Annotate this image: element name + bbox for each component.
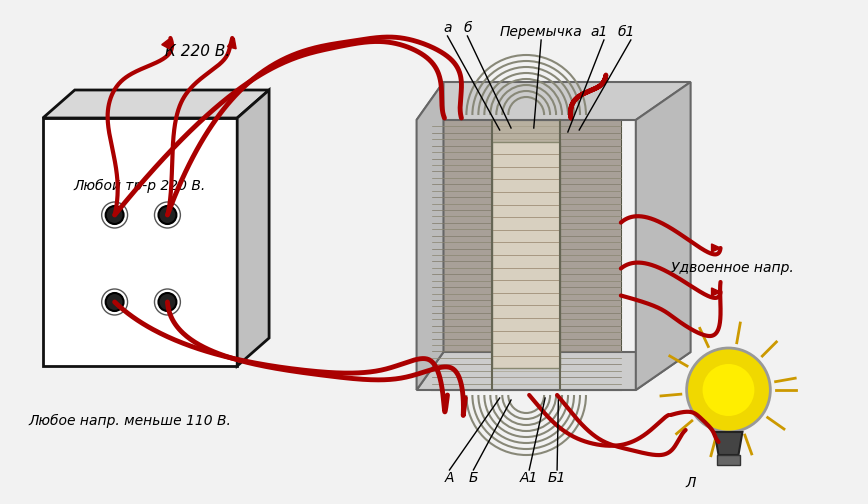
Polygon shape: [237, 90, 269, 366]
Circle shape: [159, 293, 176, 311]
Text: а1: а1: [590, 25, 608, 39]
Text: Перемычка: Перемычка: [500, 25, 582, 39]
Text: б1: б1: [617, 25, 635, 39]
Polygon shape: [635, 82, 691, 390]
Polygon shape: [43, 90, 269, 118]
Polygon shape: [43, 118, 237, 366]
Text: Удвоенное напр.: Удвоенное напр.: [671, 261, 793, 275]
Text: А: А: [444, 471, 454, 485]
Text: Любое напр. меньше 110 В.: Любое напр. меньше 110 В.: [28, 414, 231, 428]
Circle shape: [702, 364, 754, 416]
Bar: [716, 455, 740, 465]
Polygon shape: [714, 432, 742, 455]
Polygon shape: [417, 82, 444, 390]
Bar: [431, 120, 621, 390]
Text: Любой тр-р 220 В.: Любой тр-р 220 В.: [74, 179, 206, 193]
Circle shape: [159, 206, 176, 224]
Polygon shape: [227, 38, 236, 49]
Polygon shape: [712, 288, 720, 296]
Bar: [560, 120, 621, 390]
Text: Л: Л: [686, 476, 696, 490]
Polygon shape: [417, 352, 691, 390]
Text: К 220 В.: К 220 В.: [165, 44, 230, 59]
Circle shape: [687, 348, 770, 432]
Text: Б1: Б1: [548, 471, 566, 485]
Text: а: а: [444, 21, 451, 35]
Circle shape: [106, 206, 123, 224]
Polygon shape: [161, 38, 170, 49]
Bar: [492, 142, 560, 368]
Text: б: б: [464, 21, 471, 35]
Text: А1: А1: [520, 471, 538, 485]
Circle shape: [106, 293, 123, 311]
Text: Б: Б: [469, 471, 478, 485]
Bar: [431, 120, 492, 390]
Polygon shape: [712, 244, 720, 252]
Polygon shape: [417, 82, 691, 120]
